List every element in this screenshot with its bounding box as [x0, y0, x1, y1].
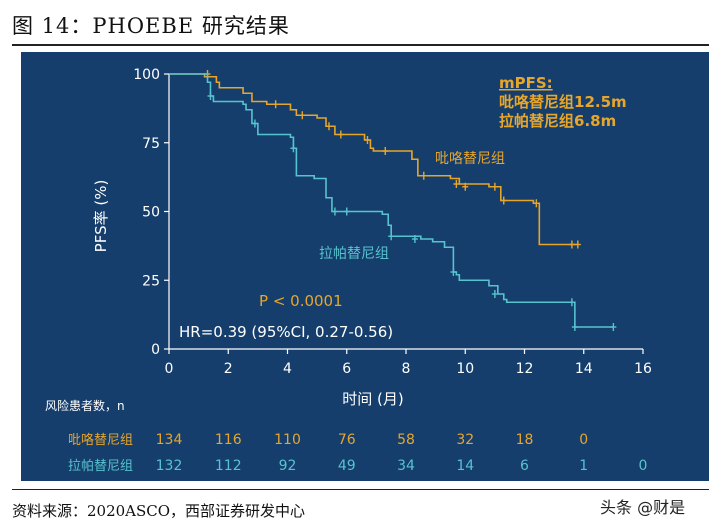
x-tick-label: 12 — [516, 361, 534, 377]
bottom-rule — [12, 489, 709, 490]
watermark: 头条 @财是 — [600, 498, 686, 517]
x-tick-label: 0 — [165, 361, 174, 377]
risk-count: 58 — [397, 432, 415, 448]
risk-count: 32 — [456, 432, 474, 448]
y-tick-label: 100 — [133, 67, 160, 83]
figure-title: 图 14：PHOEBE 研究结果 — [12, 14, 290, 38]
x-tick-label: 8 — [402, 361, 411, 377]
risk-table-label: 风险患者数，n — [45, 398, 125, 413]
risk-count: 92 — [279, 458, 297, 474]
axes: 0 25 50 75 100 0 2 4 6 8 10 12 14 16 — [133, 67, 652, 377]
risk-count: 134 — [156, 432, 183, 448]
y-tick-label: 0 — [151, 342, 160, 358]
risk-count: 110 — [274, 432, 301, 448]
mpfs-pyrotinib: 吡咯替尼组12.5m — [499, 93, 627, 111]
survival-curves — [169, 70, 617, 331]
y-tick-label: 75 — [142, 136, 160, 152]
top-rule — [12, 44, 709, 46]
pyrotinib-curve — [169, 73, 578, 246]
risk-count: 0 — [579, 432, 588, 448]
risk-count: 112 — [215, 458, 242, 474]
x-tick-label: 6 — [342, 361, 351, 377]
x-axis-label: 时间 (月) — [342, 390, 403, 408]
chart-panel: 0 25 50 75 100 0 2 4 6 8 10 12 14 16 mPFS: 吡咯替尼组12.5m… — [21, 52, 709, 481]
risk-count: 34 — [397, 458, 415, 474]
x-tick-label: 14 — [575, 361, 593, 377]
risk-row-label-lapatinib: 拉帕替尼组 — [68, 459, 133, 474]
y-axis-label: PFS率 (%) — [92, 180, 110, 253]
risk-count: 1 — [579, 458, 588, 474]
x-tick-label: 10 — [456, 361, 474, 377]
risk-count: 6 — [520, 458, 529, 474]
annotations: mPFS: 吡咯替尼组12.5m 拉帕替尼组6.8m 吡咯替尼组 拉帕替尼组 P… — [45, 74, 627, 474]
source-note: 资料来源：2020ASCO，西部证券研发中心 — [12, 502, 306, 520]
risk-count: 0 — [639, 458, 648, 474]
p-value: P < 0.0001 — [259, 292, 343, 310]
y-tick-label: 50 — [142, 205, 160, 221]
x-tick-label: 4 — [283, 361, 292, 377]
y-tick-label: 25 — [142, 273, 160, 289]
risk-count: 76 — [338, 432, 356, 448]
mpfs-lapatinib: 拉帕替尼组6.8m — [499, 112, 616, 130]
risk-count: 49 — [338, 458, 356, 474]
legend-label-pyrotinib: 吡咯替尼组 — [435, 151, 505, 167]
risk-table: 134 116 110 76 58 32 18 0 132 112 92 49 34 14 6 1 0 — [156, 432, 648, 474]
risk-count: 18 — [516, 432, 534, 448]
risk-row-label-pyrotinib: 吡咯替尼组 — [68, 433, 133, 448]
hazard-ratio: HR=0.39 (95%CI, 0.27-0.56) — [179, 323, 393, 341]
x-tick-label: 16 — [634, 361, 652, 377]
risk-count: 132 — [156, 458, 183, 474]
risk-count: 116 — [215, 432, 242, 448]
lapatinib-curve — [169, 73, 614, 328]
mpfs-title: mPFS: — [499, 74, 553, 92]
risk-count: 14 — [456, 458, 474, 474]
legend-label-lapatinib: 拉帕替尼组 — [319, 246, 389, 262]
x-tick-label: 2 — [224, 361, 233, 377]
